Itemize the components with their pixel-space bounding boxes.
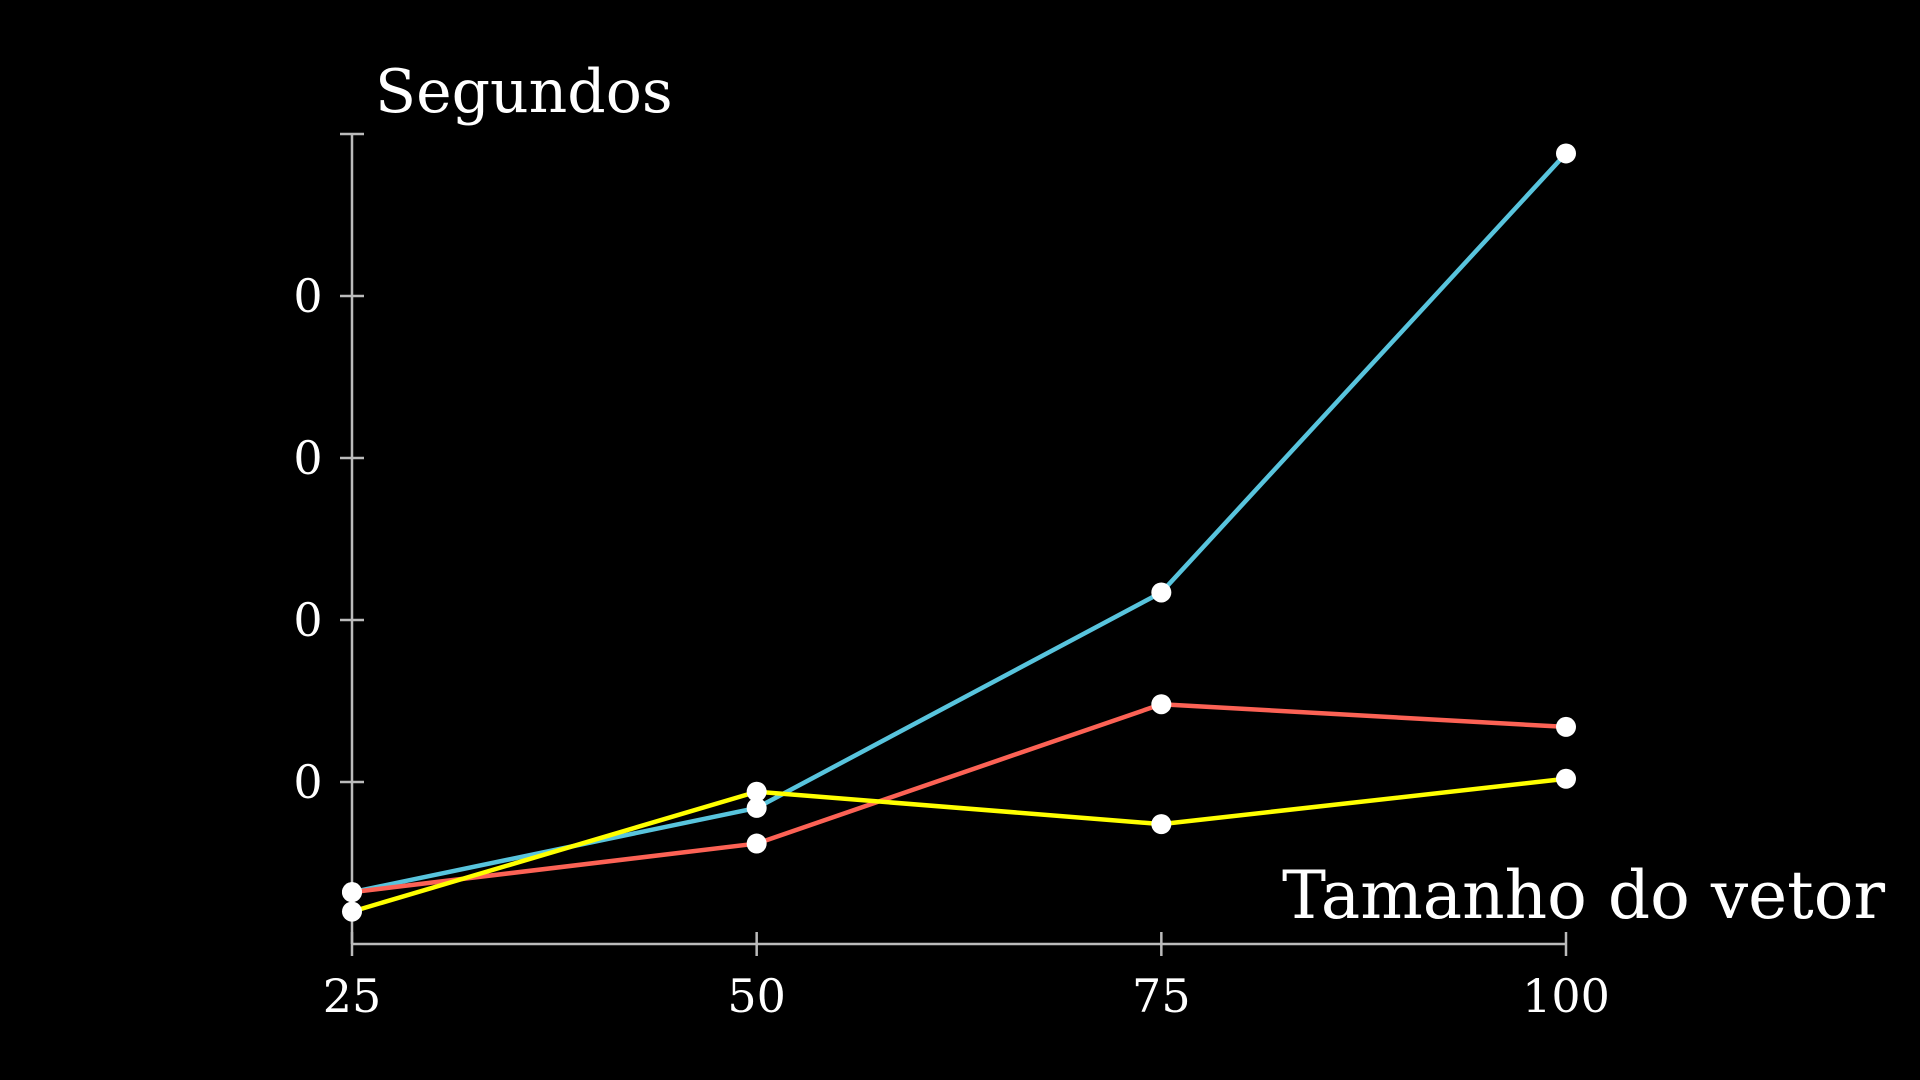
points-layer [342,143,1576,922]
series-layer [349,151,1569,914]
data-point-series-1 [746,797,767,818]
data-point-series-3 [1151,814,1172,835]
x-tick-label: 25 [323,969,382,1023]
axes: 25 50 75 100 0 0 0 0 [293,132,1610,1023]
data-point-series-2 [746,833,767,854]
data-point-series-2 [1556,716,1576,737]
data-point-series-1 [1556,143,1576,164]
x-tick-label: 50 [727,969,786,1023]
series-line-3 [349,776,1569,914]
data-point-series-3 [1556,768,1576,789]
data-point-series-1 [1151,582,1172,603]
x-tick-label: 100 [1522,969,1610,1023]
y-tick-label: 0 [293,431,322,485]
series-line-1 [349,151,1569,895]
series-line-2 [349,701,1569,895]
data-point-series-3 [746,781,767,802]
y-tick-label: 0 [293,269,322,323]
y-tick-label: 0 [293,755,322,809]
x-tick-label: 75 [1132,969,1191,1023]
x-axis-title: Tamanho do vetor [1282,857,1885,934]
data-point-series-3 [342,901,362,922]
y-tick-label: 0 [293,593,322,647]
y-axis-title: Segundos [375,57,673,127]
data-point-series-2 [342,882,362,903]
data-point-series-2 [1151,694,1172,715]
